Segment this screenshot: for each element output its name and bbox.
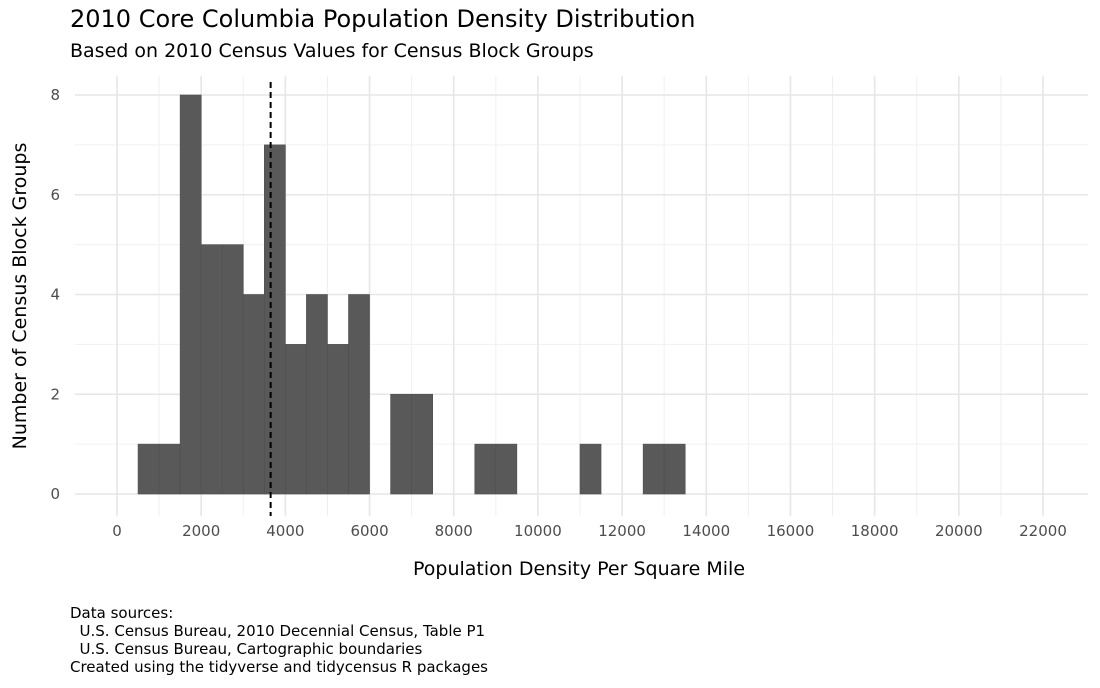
x-tick-label: 8000 xyxy=(435,522,473,540)
histogram-bar xyxy=(221,244,244,495)
histogram-bar xyxy=(390,393,412,495)
chart-subtitle: Based on 2010 Census Values for Census B… xyxy=(70,40,594,62)
histogram-bar xyxy=(264,144,286,495)
histogram-bar xyxy=(158,443,181,495)
histogram-bar xyxy=(663,443,686,495)
caption-line: Data sources: xyxy=(70,604,174,622)
x-axis-title: Population Density Per Square Mile xyxy=(413,558,745,580)
x-tick-label: 14000 xyxy=(682,522,730,540)
histogram-bar xyxy=(200,244,223,495)
x-tick-label: 4000 xyxy=(266,522,304,540)
histogram-bar xyxy=(306,294,328,495)
x-tick-label: 10000 xyxy=(514,522,562,540)
caption-line: U.S. Census Bureau, Cartographic boundar… xyxy=(70,640,423,658)
histogram-bar xyxy=(579,443,602,495)
histogram-bar xyxy=(411,393,433,495)
y-tick-label: 6 xyxy=(50,186,60,204)
y-tick-label: 4 xyxy=(50,286,60,304)
x-tick-label: 12000 xyxy=(598,522,646,540)
histogram-bar xyxy=(179,94,202,495)
x-tick-label: 22000 xyxy=(1019,522,1067,540)
caption-line: Created using the tidyverse and tidycens… xyxy=(70,658,488,676)
x-tick-label: 0 xyxy=(112,522,122,540)
histogram-bar xyxy=(495,443,518,495)
y-tick-label: 2 xyxy=(50,385,60,403)
y-tick-label: 8 xyxy=(50,86,60,104)
histogram-bar xyxy=(642,443,665,495)
x-tick-label: 2000 xyxy=(182,522,220,540)
histogram-chart: 0 2000 4000 6000 8000 10000 12000 14000 16000 180… xyxy=(9,76,1088,580)
histogram-bar xyxy=(474,443,497,495)
x-tick-label: 18000 xyxy=(851,522,899,540)
y-tick-label: 0 xyxy=(50,485,60,503)
histogram-bar xyxy=(242,294,265,495)
x-tick-label: 20000 xyxy=(935,522,983,540)
histogram-bar xyxy=(348,294,370,495)
histogram-bar xyxy=(137,443,160,495)
caption: Data sources: U.S. Census Bureau, 2010 D… xyxy=(70,604,488,676)
histogram-bar xyxy=(285,344,307,495)
chart-title: 2010 Core Columbia Population Density Di… xyxy=(70,5,696,33)
x-tick-label: 16000 xyxy=(767,522,815,540)
histogram-bar xyxy=(327,344,349,495)
y-axis-title: Number of Census Block Groups xyxy=(9,143,31,450)
caption-line: U.S. Census Bureau, 2010 Decennial Censu… xyxy=(70,622,486,640)
x-tick-label: 6000 xyxy=(350,522,388,540)
